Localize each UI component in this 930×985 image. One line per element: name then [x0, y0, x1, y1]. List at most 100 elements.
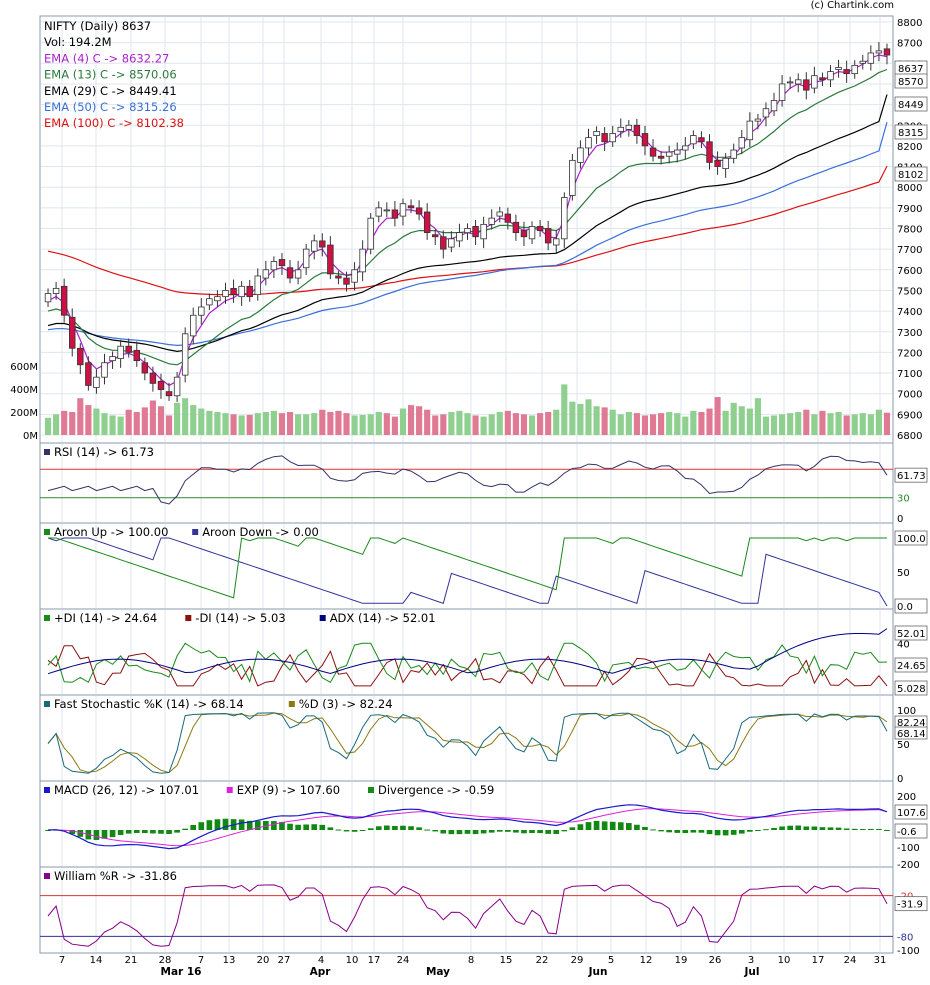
volume-bar	[464, 413, 471, 435]
volume-bar	[149, 400, 156, 435]
macd-divergence-bar	[496, 830, 503, 832]
candle-body	[561, 197, 568, 240]
candle-body	[319, 240, 326, 248]
candle-body	[238, 285, 245, 298]
price-y-tick: 8200	[897, 142, 922, 153]
volume-bar	[230, 414, 237, 435]
candle-body	[706, 141, 713, 163]
candle-body	[682, 145, 689, 151]
candle-body	[859, 60, 866, 64]
candle-body	[520, 230, 528, 238]
volume-bar	[295, 414, 302, 435]
macd-divergence-bar	[464, 830, 471, 834]
x-day-tick: 17	[812, 955, 825, 966]
stoch-y-tick: 100	[897, 706, 916, 717]
volume-bar	[351, 415, 358, 435]
stoch-y-tick: 50	[897, 740, 910, 751]
volume-y-tick: 200M	[10, 408, 38, 419]
price-y-tick: 6800	[897, 431, 922, 442]
macd-divergence-bar	[747, 830, 753, 832]
macd-divergence-bar	[125, 830, 132, 834]
volume-bar	[569, 401, 576, 435]
volume-bar	[714, 397, 721, 435]
candle-body	[649, 147, 657, 157]
legend-label: Fast Stochastic %K (14) -> 68.14	[54, 697, 244, 711]
macd-divergence-bar	[392, 825, 398, 830]
legend-swatch	[185, 615, 192, 621]
volume-bar	[270, 410, 277, 435]
macd-divergence-bar	[432, 830, 439, 832]
volume-bar	[722, 410, 729, 435]
price-y-tick: 7100	[897, 369, 922, 380]
macd-divergence-bar	[650, 829, 656, 831]
macd-divergence-bar	[142, 830, 148, 834]
candle-body	[141, 362, 149, 374]
macd-divergence-bar	[722, 830, 729, 836]
aroon-value-tag	[894, 530, 928, 546]
candle-body	[286, 267, 294, 279]
macd-signal-line	[47, 808, 888, 847]
candle-body	[206, 298, 213, 306]
candle-body	[181, 333, 189, 376]
legend-swatch	[44, 529, 50, 535]
x-day-tick: 24	[397, 955, 410, 966]
price-legend-label: NIFTY (Daily) 8637	[44, 19, 151, 33]
volume-bar	[883, 412, 891, 435]
price-value-tag	[894, 124, 928, 140]
candle-body	[730, 149, 737, 159]
volume-bar	[206, 410, 213, 435]
candle-body	[432, 234, 439, 238]
candle-body	[44, 293, 52, 303]
volume-bar	[537, 413, 544, 435]
candle-body	[577, 147, 584, 163]
x-day-tick: 20	[257, 955, 270, 966]
candle-body	[811, 75, 818, 89]
candle-body	[883, 48, 891, 56]
volume-bar	[141, 407, 148, 435]
macd-divergence-bar	[166, 830, 172, 835]
dmi-panel-frame	[39, 608, 894, 696]
candle-body	[851, 64, 858, 75]
volume-bar	[553, 409, 560, 435]
price-y-tick: 7900	[897, 204, 922, 215]
stoch-d-line	[47, 712, 888, 774]
volume-y-tick: 0M	[23, 431, 38, 442]
volume-bar	[335, 410, 342, 435]
candle-body	[60, 285, 68, 316]
candle-body	[125, 345, 132, 353]
macd-divergence-bar	[214, 819, 221, 830]
volume-y-tick: 600M	[10, 362, 38, 373]
candle-body	[52, 287, 60, 294]
macd-divergence-bar	[779, 826, 785, 830]
macd-divergence-bar	[884, 830, 890, 831]
macd-divergence-bar	[254, 820, 261, 830]
price-y-tick: 7400	[897, 307, 922, 318]
volume-bar	[770, 415, 778, 435]
volume-bar	[182, 398, 189, 435]
macd-divergence-bar	[714, 830, 721, 836]
volume-bar	[286, 412, 294, 435]
volume-bar	[625, 412, 632, 435]
macd-divergence-bar	[190, 824, 197, 830]
legend-swatch	[44, 873, 50, 879]
volume-bar	[512, 413, 519, 435]
candle-body	[375, 207, 382, 217]
aroon-up-line	[48, 537, 887, 599]
macd-divergence-bar	[738, 830, 745, 834]
x-month-label: May	[426, 966, 450, 978]
legend-label: Aroon Up -> 100.00	[54, 525, 168, 539]
price-y-tick: 7200	[897, 348, 922, 359]
williams-value-tag	[894, 896, 928, 912]
volume-bar	[480, 416, 487, 435]
price-y-tick: 8000	[897, 183, 922, 194]
legend-swatch	[44, 449, 50, 455]
x-day-tick: 27	[278, 955, 291, 966]
x-day-tick: 5	[608, 955, 614, 966]
dmi-value-tag	[894, 625, 928, 641]
candle-body	[569, 159, 576, 196]
macd-divergence-bar	[771, 827, 777, 830]
candle-body	[738, 137, 745, 149]
volume-bar	[198, 408, 205, 435]
macd-divergence-bar	[682, 830, 689, 834]
macd-divergence-bar	[77, 830, 84, 837]
